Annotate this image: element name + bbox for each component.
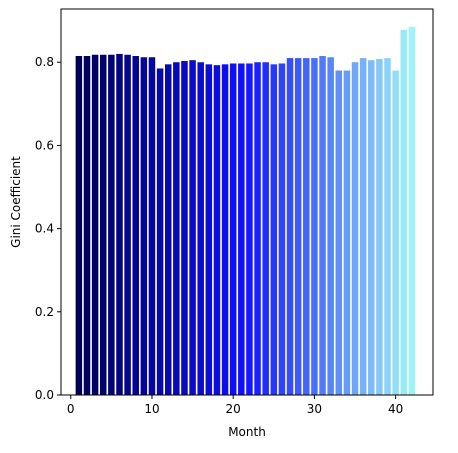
bar-month-2 <box>83 56 91 395</box>
bar-month-26 <box>278 63 286 396</box>
bar-month-6 <box>116 53 123 396</box>
bar-month-17 <box>205 64 213 395</box>
bar-month-10 <box>148 57 156 395</box>
y-tick-label: 0.2 <box>35 305 54 319</box>
x-tick-label: 20 <box>226 402 241 416</box>
bar-month-23 <box>254 62 261 396</box>
bar-month-9 <box>140 57 148 395</box>
bar-month-16 <box>197 62 204 396</box>
y-tick-label: 0.0 <box>35 388 54 402</box>
y-tick-label: 0.6 <box>35 138 54 152</box>
bar-month-41 <box>400 29 408 396</box>
bar-month-32 <box>327 57 334 395</box>
bar-month-3 <box>91 54 99 395</box>
bar-month-37 <box>368 60 375 395</box>
bar-month-19 <box>221 64 229 395</box>
bar-month-5 <box>108 54 115 395</box>
bar-month-42 <box>408 26 416 395</box>
x-tick-label: 40 <box>388 402 403 416</box>
y-tick-label: 0.8 <box>35 55 54 69</box>
plot-frame <box>60 8 434 396</box>
bar-month-25 <box>270 64 278 395</box>
bar-month-7 <box>124 54 131 395</box>
bar-month-24 <box>262 62 269 396</box>
bar-month-14 <box>181 60 188 396</box>
bar-month-18 <box>213 65 221 396</box>
y-ticks: 0.0 0.2 0.4 0.6 0.8 <box>35 55 61 402</box>
bar-month-11 <box>156 68 164 395</box>
bar-month-22 <box>246 63 253 396</box>
bar-month-27 <box>286 58 294 395</box>
bar-month-4 <box>99 54 107 395</box>
x-ticks: 0 10 20 30 40 <box>67 395 403 416</box>
bar-month-21 <box>238 63 245 396</box>
x-tick-label: 0 <box>67 402 75 416</box>
bar-month-38 <box>376 58 383 395</box>
bar-month-39 <box>384 58 391 395</box>
bar-month-34 <box>343 70 351 395</box>
bar-month-20 <box>229 63 237 396</box>
bar-month-28 <box>294 58 302 395</box>
bar-month-35 <box>351 62 359 396</box>
bar-month-1 <box>75 56 83 395</box>
bar-month-8 <box>132 56 139 395</box>
bar-month-40 <box>392 70 399 395</box>
bar-month-12 <box>164 64 172 395</box>
bar-month-13 <box>173 62 180 396</box>
bars-group <box>75 26 416 396</box>
x-tick-label: 10 <box>144 402 159 416</box>
y-tick-label: 0.4 <box>35 222 54 236</box>
bar-month-36 <box>359 58 367 395</box>
bar-month-15 <box>189 60 196 395</box>
bar-month-33 <box>335 70 343 395</box>
bar-month-30 <box>311 58 318 395</box>
x-tick-label: 30 <box>307 402 322 416</box>
bar-month-31 <box>319 56 326 395</box>
x-axis-title: Month <box>228 425 266 439</box>
bar-month-29 <box>303 58 310 395</box>
y-axis-title: Gini Coefficient <box>9 156 23 248</box>
